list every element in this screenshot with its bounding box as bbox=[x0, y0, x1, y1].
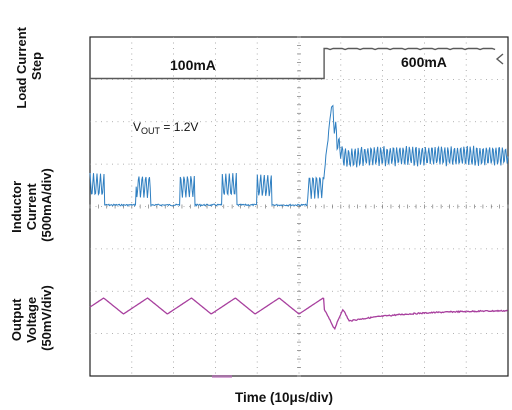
step-after-label: 600mA bbox=[401, 54, 447, 70]
output-voltage-label-line3: (50mV/div) bbox=[39, 285, 54, 351]
step-before-label: 100mA bbox=[170, 57, 216, 73]
inductor-current-label-line1: Inductor bbox=[9, 181, 24, 233]
trigger-level-marker bbox=[212, 375, 232, 378]
inductor-current-label: Inductor Current (500mA/div) bbox=[9, 168, 54, 242]
vout-subscript: OUT bbox=[141, 126, 161, 136]
inductor-current-label-line2: Current bbox=[24, 183, 39, 231]
vout-annotation: VOUT = 1.2V bbox=[133, 120, 198, 136]
output-voltage-label-line2: Voltage bbox=[24, 297, 39, 343]
load-current-label-line1: Load Current bbox=[14, 26, 29, 108]
load-current-step-trace bbox=[90, 47, 496, 80]
grid bbox=[89, 36, 509, 378]
x-axis-label: Time (10μs/div) bbox=[235, 390, 333, 405]
trigger-arrow-icon bbox=[495, 53, 504, 65]
output-voltage-label-line1: Output bbox=[9, 298, 24, 341]
output-voltage-trace bbox=[89, 297, 508, 331]
output-voltage-label: Output Voltage (50mV/div) bbox=[9, 285, 54, 351]
vout-main: V bbox=[133, 120, 141, 134]
traces bbox=[89, 47, 509, 331]
vout-value: = 1.2V bbox=[160, 120, 198, 134]
inductor-current-trace bbox=[89, 104, 509, 207]
inductor-current-label-line3: (500mA/div) bbox=[39, 168, 54, 242]
load-current-label: Load Current Step bbox=[14, 23, 44, 108]
load-current-label-line2: Step bbox=[29, 52, 44, 80]
